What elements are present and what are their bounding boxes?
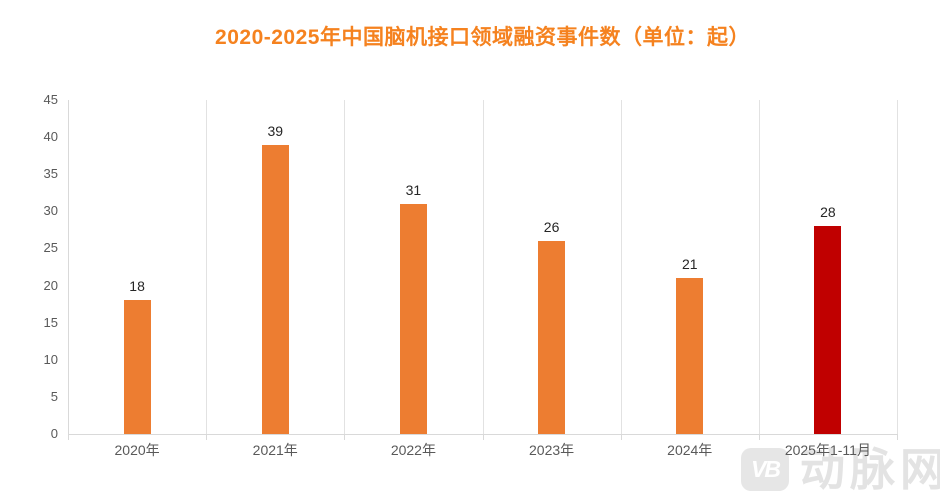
y-axis-tick-label: 20	[43, 277, 58, 293]
x-axis-category-label: 2020年	[114, 442, 160, 458]
y-axis-tick-label: 5	[50, 388, 58, 404]
x-axis-category-label: 2025年1-11月	[784, 442, 871, 458]
x-axis-tick	[344, 434, 346, 440]
category-gridline	[206, 100, 208, 434]
bar	[538, 241, 566, 434]
chart-title: 2020-2025年中国脑机接口领域融资事件数（单位：起）	[215, 26, 750, 49]
y-axis-tick-label: 10	[43, 351, 58, 367]
y-axis-tick-label: 40	[43, 129, 58, 145]
category-gridline	[344, 100, 346, 434]
x-axis-category-label: 2024年	[667, 442, 713, 458]
bar	[814, 226, 842, 434]
bar-value-label: 26	[543, 219, 560, 236]
bar	[399, 203, 427, 434]
category-gridline	[482, 100, 484, 434]
bar-value-label: 21	[681, 256, 698, 273]
bar-value-label: 18	[129, 278, 145, 295]
x-axis-tick	[68, 434, 69, 440]
y-axis-tick-label: 25	[43, 240, 58, 256]
x-axis-tick	[620, 434, 622, 440]
x-axis-tick	[206, 434, 208, 440]
bar	[676, 278, 704, 434]
x-axis-category-label: 2022年	[390, 442, 436, 458]
bar-value-label: 28	[820, 204, 836, 221]
x-axis-category-label: 2023年	[529, 442, 575, 458]
x-axis-tick	[897, 434, 898, 440]
category-gridline	[758, 100, 760, 434]
category-gridline	[620, 100, 622, 434]
bar	[123, 300, 151, 434]
y-axis-tick-label: 30	[43, 203, 58, 219]
bar	[261, 144, 289, 434]
x-axis-category-label: 2021年	[252, 442, 298, 458]
y-axis-tick-label: 15	[43, 314, 58, 330]
vb-logo-text: VB	[751, 456, 781, 482]
x-axis-tick	[758, 434, 760, 440]
y-axis-tick-label: 35	[43, 166, 58, 182]
y-axis-tick-label: 45	[43, 92, 58, 107]
category-gridline	[897, 100, 898, 434]
vb-logo-icon: VB	[741, 448, 789, 491]
x-axis-tick	[482, 434, 484, 440]
bar-value-label: 31	[405, 181, 422, 198]
bar-value-label: 39	[267, 122, 284, 139]
y-axis-line	[68, 100, 69, 434]
watermark: VB 动脉网	[741, 447, 940, 492]
watermark-brand-text: 动脉网	[800, 444, 940, 495]
y-axis-tick-label: 0	[50, 426, 58, 441]
